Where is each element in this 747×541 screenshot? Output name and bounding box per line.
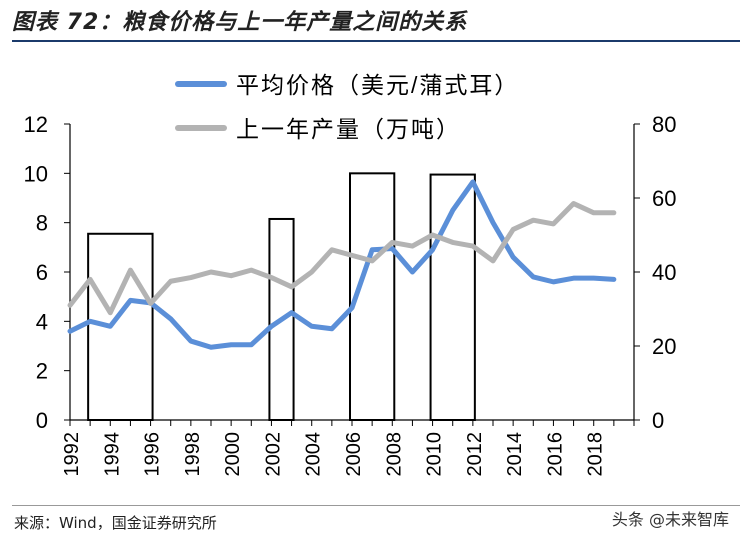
highlight-box — [349, 172, 396, 421]
x-tick-label: 2010 — [424, 432, 446, 477]
page-title: 图表 72：粮食价格与上一年产量之间的关系 — [12, 10, 468, 35]
x-tick-label: 1996 — [142, 432, 164, 477]
output-series-line — [67, 201, 617, 316]
x-tick-label: 2006 — [343, 432, 365, 477]
y-left-tick-label: 0 — [36, 408, 48, 433]
source-note: 来源：Wind，国金证券研究所 — [14, 514, 217, 532]
highlight-box — [268, 217, 295, 421]
x-tick-label: 2002 — [262, 432, 284, 477]
x-tick-label: 2004 — [303, 432, 325, 477]
chart-legend: 平均价格（美元/蒲式耳） 上一年产量（万吨） — [175, 72, 519, 142]
y-right-tick-label: 20 — [652, 334, 676, 359]
x-tick-label: 1992 — [61, 432, 83, 477]
y-right-tick-label: 0 — [652, 408, 664, 433]
title-divider — [12, 40, 740, 42]
y-left-tick-label: 6 — [36, 260, 48, 285]
y-left-tick-label: 8 — [36, 211, 48, 236]
y-left-tick-label: 2 — [36, 359, 48, 384]
source-divider — [12, 505, 740, 506]
x-tick-label: 2014 — [504, 432, 526, 477]
legend-label-price: 平均价格（美元/蒲式耳） — [236, 72, 519, 98]
x-tick-label: 2016 — [544, 432, 566, 477]
x-tick-label: 1998 — [182, 432, 204, 477]
watermark: 头条 @未来智库 — [611, 510, 729, 529]
highlight-box — [87, 232, 154, 421]
chart-axes: 0 2 4 6 8 10 12 0 20 40 60 80 1992 1994 1996 1998 2000 20… — [24, 112, 677, 477]
x-tick-label: 2012 — [464, 432, 486, 477]
legend-label-output: 上一年产量（万吨） — [236, 116, 461, 142]
highlight-box — [429, 173, 476, 421]
x-tick-label: 2000 — [222, 432, 244, 477]
y-left-tick-label: 12 — [24, 112, 48, 137]
y-left-tick-label: 10 — [24, 161, 48, 186]
y-right-tick-label: 60 — [652, 186, 676, 211]
price-series-line — [67, 179, 617, 350]
y-left-tick-label: 4 — [36, 309, 48, 334]
y-right-tick-label: 80 — [652, 112, 676, 137]
chart: 0 2 4 6 8 10 12 0 20 40 60 80 1992 1994 1996 1998 2000 20… — [24, 72, 677, 477]
chart-series — [67, 179, 617, 350]
annotation-boxes — [87, 172, 476, 421]
x-tick-label: 2018 — [585, 432, 607, 477]
x-tick-label: 2008 — [383, 432, 405, 477]
x-tick-label: 1994 — [101, 432, 123, 477]
y-right-tick-label: 40 — [652, 260, 676, 285]
